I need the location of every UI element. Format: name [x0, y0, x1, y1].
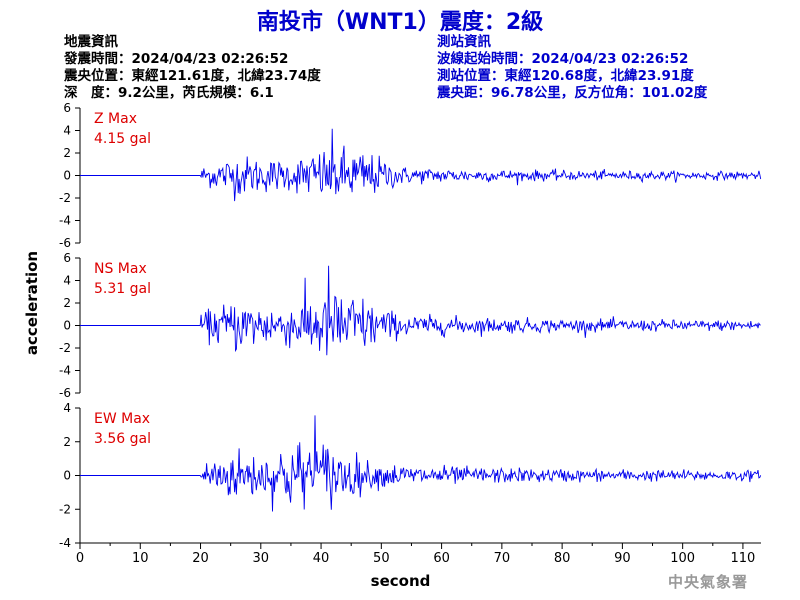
x-tick-label: 20 — [192, 551, 209, 566]
y-tick-label: -2 — [59, 341, 71, 355]
agency-brand: 中央氣象署 — [667, 573, 748, 591]
y-tick-label: 2 — [63, 146, 71, 160]
earthquake-info-heading: 地震資訊 — [64, 34, 118, 50]
page-title: 南投市（WNT1）震度：2級 — [256, 10, 544, 35]
y-axis-title: acceleration — [23, 251, 41, 355]
x-tick-label: 110 — [731, 551, 756, 566]
max-label-z: Z Max — [94, 111, 137, 127]
waveform-ns — [80, 265, 761, 356]
y-tick-label: 4 — [63, 274, 71, 288]
y-tick-label: 0 — [63, 469, 71, 483]
x-tick-label: 0 — [76, 551, 84, 566]
x-tick-label: 10 — [132, 551, 149, 566]
x-tick-label: 60 — [433, 551, 450, 566]
max-value-ns: 5.31 gal — [94, 281, 151, 297]
x-tick-label: 50 — [373, 551, 390, 566]
x-tick-label: 70 — [494, 551, 511, 566]
waveform-ew — [80, 415, 762, 512]
y-tick-label: 0 — [63, 169, 71, 183]
y-tick-label: 2 — [63, 435, 71, 449]
max-value-ew: 3.56 gal — [94, 431, 151, 447]
max-label-ns: NS Max — [94, 261, 147, 277]
y-tick-label: 2 — [63, 296, 71, 310]
waveform-z — [80, 128, 762, 202]
y-tick-label: 4 — [63, 401, 71, 415]
y-tick-label: 4 — [63, 124, 71, 138]
y-tick-label: -6 — [59, 386, 71, 400]
x-tick-label: 40 — [313, 551, 330, 566]
y-tick-label: 6 — [63, 251, 71, 265]
epicentral-distance: 震央距：96.78公里，反方位角：101.02度 — [437, 85, 708, 101]
y-tick-label: -6 — [59, 236, 71, 250]
x-tick-label: 80 — [554, 551, 571, 566]
origin-time: 發震時間：2024/04/23 02:26:52 — [64, 51, 289, 67]
earthquake-info: 地震資訊 發震時間：2024/04/23 02:26:52 震央位置：東經121… — [64, 34, 321, 102]
max-value-z: 4.15 gal — [94, 131, 151, 147]
y-tick-label: -4 — [59, 536, 71, 550]
x-tick-label: 90 — [614, 551, 631, 566]
y-tick-label: -2 — [59, 191, 71, 205]
x-axis-title: second — [371, 572, 431, 590]
epicenter-location: 震央位置：東經121.61度，北緯23.74度 — [64, 68, 321, 84]
x-tick-label: 30 — [253, 551, 270, 566]
station-info: 測站資訊 波線起始時間：2024/04/23 02:26:52 測站位置：東經1… — [437, 34, 707, 102]
wave-start-time: 波線起始時間：2024/04/23 02:26:52 — [437, 51, 689, 67]
y-tick-label: 6 — [63, 101, 71, 115]
y-tick-label: -4 — [59, 364, 71, 378]
x-tick-label: 100 — [670, 551, 695, 566]
y-tick-label: -4 — [59, 214, 71, 228]
station-location: 測站位置：東經120.68度，北緯23.91度 — [437, 68, 694, 84]
y-tick-label: -2 — [59, 502, 71, 516]
max-label-ew: EW Max — [94, 411, 150, 427]
station-info-heading: 測站資訊 — [437, 34, 491, 50]
y-tick-label: 0 — [63, 319, 71, 333]
depth-magnitude: 深 度：9.2公里，芮氏規模：6.1 — [64, 85, 274, 101]
